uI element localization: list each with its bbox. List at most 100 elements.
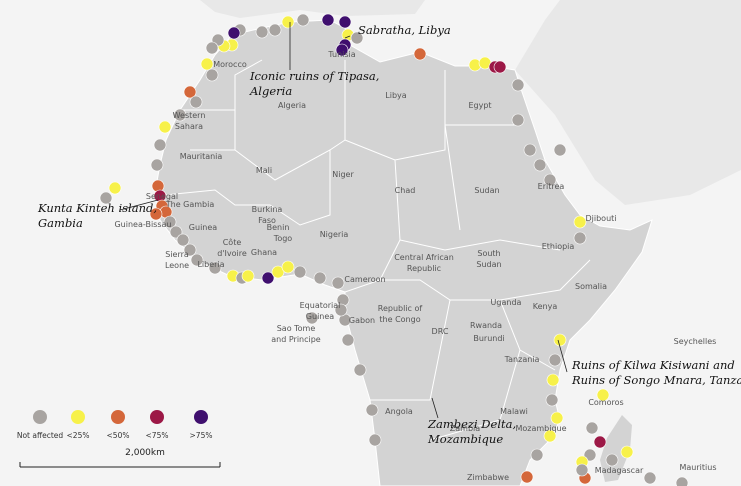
site-marker [205, 41, 219, 55]
site-marker [183, 85, 197, 99]
site-marker [530, 448, 544, 462]
country-label: Chad [395, 186, 416, 195]
site-marker [99, 191, 113, 205]
country-label: Tunisia [327, 50, 355, 59]
leader-line [431, 397, 439, 419]
country-label: and Principe [271, 335, 321, 344]
site-marker [271, 265, 285, 279]
annotation: Sabratha, Libya [358, 23, 451, 37]
country-label: Mauritius [680, 463, 717, 472]
country-label: Zambia [450, 424, 480, 433]
country-label: Libya [385, 91, 406, 100]
country-label: The Gambia [165, 200, 215, 209]
country-label: Rwanda [470, 321, 502, 330]
country-label: Zimbabwe [467, 473, 509, 482]
site-marker [533, 158, 547, 172]
country-label: Seychelles [674, 337, 717, 346]
site-marker [553, 143, 567, 157]
country-label: Leone [165, 261, 189, 270]
site-marker [520, 470, 534, 484]
site-marker [365, 403, 379, 417]
country-label: Sierra [165, 250, 189, 259]
site-marker [543, 173, 557, 187]
country-label: Comoros [588, 398, 623, 407]
site-marker [523, 143, 537, 157]
annotation: Iconic ruins of Tipasa, [249, 69, 379, 83]
legend-swatch [111, 410, 125, 424]
country-label: Egypt [468, 101, 491, 110]
country-label: Liberia [197, 260, 224, 269]
site-marker [241, 269, 255, 283]
site-marker [293, 265, 307, 279]
country-label: Republic of [378, 304, 423, 313]
site-marker [593, 435, 607, 449]
country-label: the Congo [379, 315, 420, 324]
country-label: Western [173, 111, 206, 120]
country-label: Sudan [474, 186, 499, 195]
site-marker [321, 13, 335, 27]
site-marker [163, 215, 177, 229]
site-marker [545, 393, 559, 407]
country-label: Tanzania [504, 355, 540, 364]
leader-line [557, 339, 568, 373]
country-label: Côte [223, 237, 242, 247]
country-label: Niger [332, 170, 354, 179]
legend-swatch [194, 410, 208, 424]
site-marker [511, 113, 525, 127]
country-label: Faso [258, 216, 276, 225]
site-marker [173, 108, 187, 122]
country-label: South [477, 249, 500, 258]
site-marker [585, 421, 599, 435]
annotation: Kunta Kinteh island, [37, 201, 157, 215]
site-marker [158, 120, 172, 134]
country-label: Somalia [575, 282, 607, 291]
site-marker [313, 271, 327, 285]
site-marker [511, 78, 525, 92]
site-marker [546, 373, 560, 387]
country-label: DRC [432, 327, 449, 336]
site-marker [153, 138, 167, 152]
site-marker [596, 388, 610, 402]
country-label: Cameroon [344, 275, 385, 284]
country-label: Burkina [252, 205, 283, 214]
legend-label: <75% [146, 431, 169, 440]
country-label: Togo [273, 234, 293, 243]
country-label: Senegal [146, 192, 178, 201]
country-label: Central African [394, 253, 454, 262]
country-label: Sahara [175, 122, 203, 131]
country-label: Guinea [306, 312, 334, 321]
country-label: Benin [267, 223, 290, 232]
arabia [515, 0, 741, 205]
site-marker [108, 181, 122, 195]
site-marker [553, 333, 567, 347]
site-marker [550, 411, 564, 425]
site-marker [341, 333, 355, 347]
annotation: Zambezi Delta, [427, 417, 516, 431]
country-label: Mauritania [180, 152, 223, 161]
site-marker [548, 353, 562, 367]
country-label: Kenya [533, 302, 558, 311]
leader-line [119, 199, 159, 211]
country-label: Morocco [213, 60, 247, 69]
country-label: Nigeria [320, 230, 349, 239]
site-marker [350, 31, 364, 45]
site-marker [335, 43, 349, 57]
country-label: Sudan [476, 260, 501, 269]
legend-swatch [71, 410, 85, 424]
legend-label: <50% [107, 431, 130, 440]
country-label: Malawi [500, 407, 528, 416]
site-marker [281, 260, 295, 274]
site-marker [183, 243, 197, 257]
site-marker [573, 215, 587, 229]
site-marker [255, 25, 269, 39]
site-marker [675, 476, 689, 486]
borders [164, 59, 591, 441]
country-label: Republic [407, 264, 441, 273]
legend-label: Not affected [17, 431, 64, 440]
annotation: Ruins of Kilwa Kisiwani and [571, 358, 735, 372]
country-label: Guinea-Bissau [114, 220, 171, 229]
country-label: Mali [256, 166, 272, 175]
country-label: Angola [385, 407, 413, 416]
scale-label: 2,000km [125, 448, 165, 458]
site-marker [190, 253, 204, 267]
